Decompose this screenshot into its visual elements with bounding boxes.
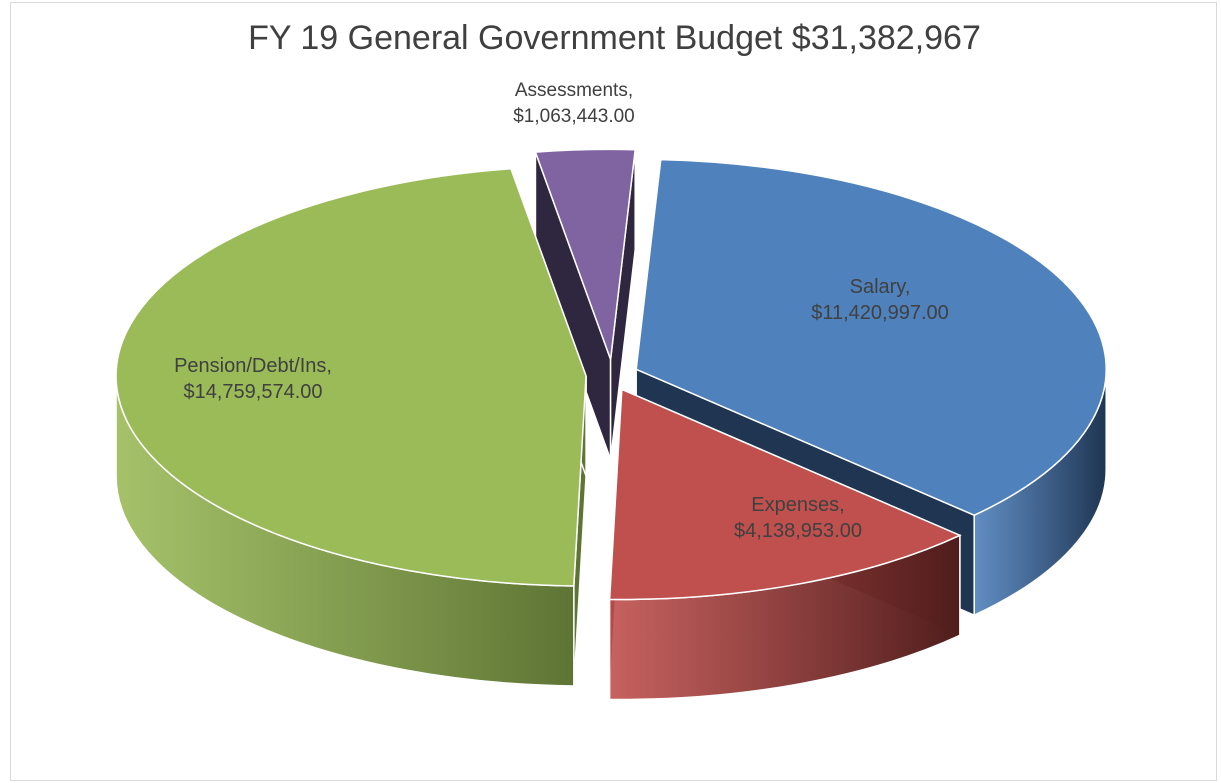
data-label-expenses: Expenses, $4,138,953.00 <box>734 494 862 542</box>
chart-title: FY 19 General Government Budget $31,382,… <box>248 19 981 57</box>
label-name: Salary, <box>850 276 911 298</box>
label-name: Assessments, <box>515 80 633 101</box>
slice-salary <box>635 158 1107 517</box>
label-value: $11,420,997.00 <box>811 302 949 324</box>
slice-expenses <box>608 388 962 601</box>
label-value: $4,138,953.00 <box>734 520 862 542</box>
label-value: $1,063,443.00 <box>513 106 635 127</box>
label-value: $14,759,574.00 <box>183 381 322 403</box>
label-name: Pension/Debt/Ins, <box>174 355 332 377</box>
label-name: Expenses, <box>751 494 844 516</box>
pie-tops <box>115 148 1107 601</box>
slice-pension-debt-ins <box>115 167 587 587</box>
data-label-salary: Salary, $11,420,997.00 <box>811 276 949 324</box>
slice-assessments <box>534 148 637 360</box>
data-label-pension-debt-ins: Pension/Debt/Ins, $14,759,574.00 <box>174 355 332 403</box>
pie-labels: Salary, $11,420,997.00 Expenses, $4,138,953… <box>174 80 949 542</box>
data-label-assessments: Assessments, $1,063,443.00 <box>513 80 635 127</box>
